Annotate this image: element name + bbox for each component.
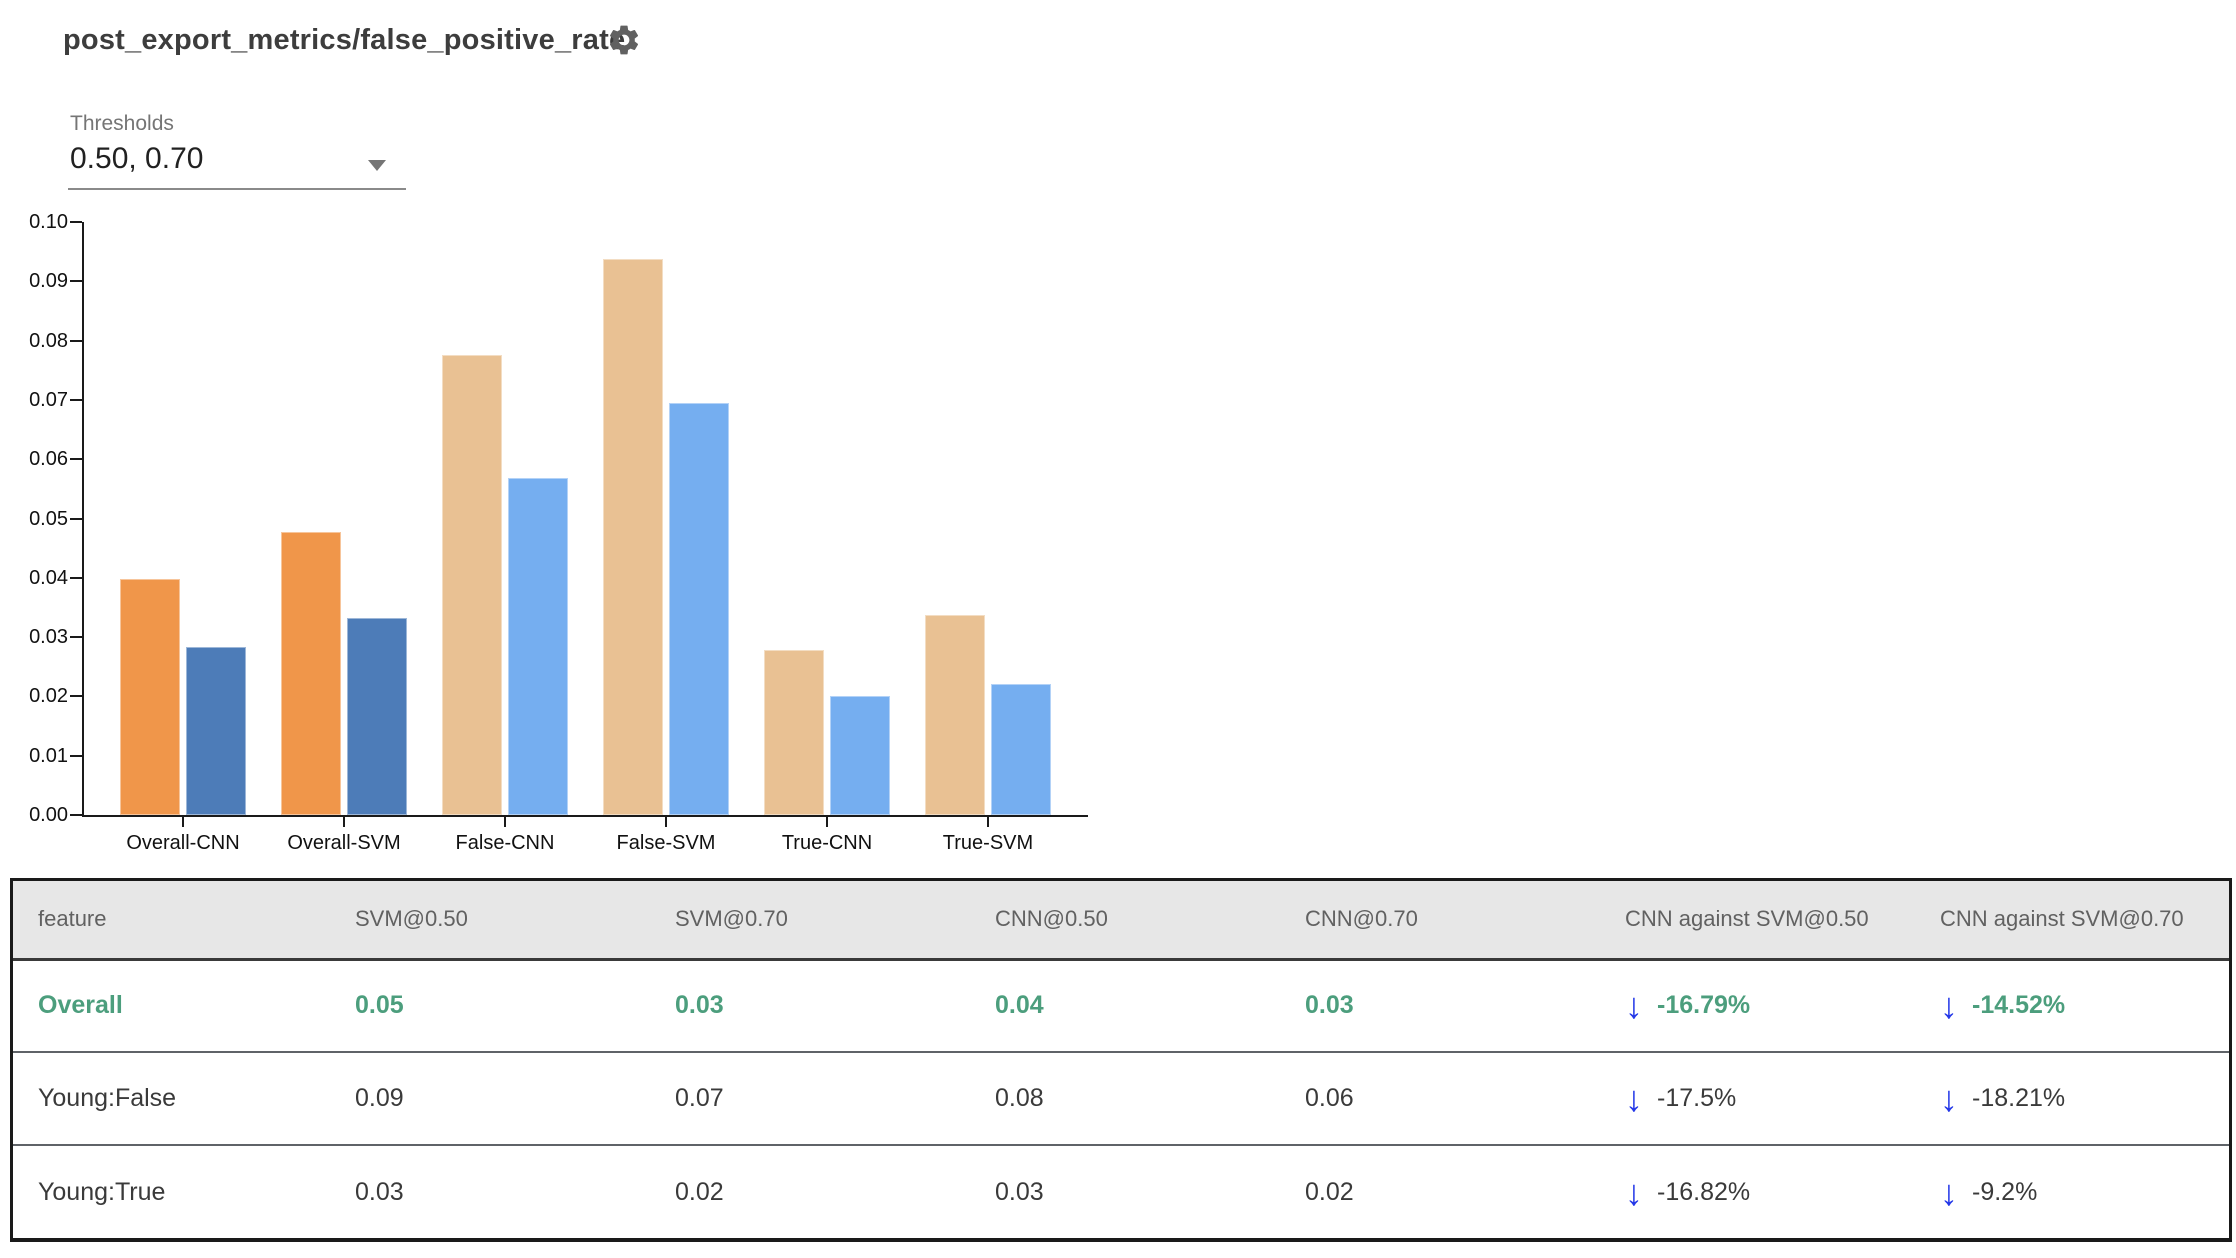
y-axis-tick [70,221,82,223]
metrics-table: feature SVM@0.50 SVM@0.70 CNN@0.50 CNN@0… [10,878,2232,1242]
x-axis-label: Overall-CNN [126,832,240,854]
col-header-cnn-vs-svm-050: CNN against SVM@0.50 [1613,881,1928,961]
y-axis-tick [70,398,82,401]
y-axis-tick [70,517,82,520]
col-header-svm-070: SVM@0.70 [663,881,983,961]
thresholds-select[interactable]: 0.50, 0.70 [68,138,406,190]
bar-false-cnn-threshold-0.70 [508,478,568,815]
y-axis-tick-label: 0.07 [29,388,68,411]
bar-true-cnn-threshold-0.50 [764,650,824,815]
bar-false-cnn-threshold-0.50 [442,355,502,815]
bar-overall-svm-threshold-0.70 [347,618,407,815]
x-axis-tick [504,817,506,827]
value-cell: 0.02 [1305,1177,1354,1206]
x-axis-label: True-CNN [781,832,873,854]
feature-cell: Overall [38,991,123,1020]
y-axis-tick [70,754,82,757]
decrease-arrow-icon: ↓ [1940,1078,1958,1119]
y-axis-tick-label: 0.03 [29,626,68,649]
thresholds-selected-value: 0.50, 0.70 [70,142,204,175]
x-axis-tick [343,817,345,827]
bar-true-svm-threshold-0.50 [925,615,985,815]
delta-cell: ↓ -14.52% [1928,959,2229,1052]
value-cell: 0.05 [355,991,404,1020]
col-header-feature: feature [13,881,343,961]
y-axis-tick-label: 0.08 [29,329,68,352]
delta-value: -16.82% [1657,1177,1751,1206]
bar-false-svm-threshold-0.50 [603,259,663,815]
decrease-arrow-icon: ↓ [1940,1171,1958,1213]
table-row-overall: Overall 0.05 0.03 0.04 0.03 ↓ -16.79% ↓ -1… [13,959,2229,1052]
table-row-young-true: Young:True 0.03 0.02 0.03 0.02 ↓ -16.82% … [13,1145,2229,1238]
y-axis-tick-label: 0.02 [29,685,68,708]
bar-true-cnn-threshold-0.70 [830,696,890,815]
decrease-arrow-icon: ↓ [1940,985,1958,1027]
bar-true-svm-threshold-0.70 [991,684,1051,815]
y-axis-tick [70,339,82,342]
table-row-young-false: Young:False 0.09 0.07 0.08 0.06 ↓ -17.5% … [13,1052,2229,1145]
value-cell: 0.03 [355,1177,404,1206]
delta-value: -17.5% [1657,1084,1737,1112]
y-axis-tick [70,576,82,579]
x-axis-label: False-CNN [455,832,555,854]
x-axis-label: True-SVM [942,832,1034,854]
page-title: post_export_metrics/false_positive_rate [63,24,626,56]
y-axis-tick-label: 0.01 [29,744,68,767]
y-axis-tick [70,280,82,283]
delta-cell: ↓ -9.2% [1928,1145,2229,1238]
value-cell: 0.08 [995,1084,1044,1112]
y-axis-tick [70,636,82,639]
y-axis-tick-label: 0.00 [29,804,68,826]
delta-cell: ↓ -17.5% [1613,1052,1928,1145]
bar-overall-svm-threshold-0.50 [281,532,341,815]
col-header-cnn-vs-svm-070: CNN against SVM@0.70 [1928,881,2229,961]
decrease-arrow-icon: ↓ [1625,1171,1643,1213]
y-axis-tick-label: 0.04 [29,566,68,589]
delta-cell: ↓ -16.79% [1613,959,1928,1052]
dropdown-caret-icon [368,160,386,171]
bar-chart: 0.10 0.09 0.08 0.07 0.06 0.05 0.04 0.03 0.02 0.01… [29,211,1088,854]
x-axis-label: False-SVM [616,832,716,854]
x-axis-tick [665,817,667,827]
y-axis-tick-label: 0.10 [29,211,68,233]
decrease-arrow-icon: ↓ [1625,1078,1643,1119]
x-axis-tick [826,817,828,827]
value-cell: 0.03 [675,991,724,1020]
value-cell: 0.03 [1305,991,1354,1020]
x-axis-tick [182,817,184,827]
settings-gear-icon[interactable] [606,22,642,58]
feature-cell: Young:True [38,1177,166,1206]
thresholds-label: Thresholds [70,112,174,135]
table-header-row: feature SVM@0.50 SVM@0.70 CNN@0.50 CNN@0… [13,881,2229,961]
delta-cell: ↓ -16.82% [1613,1145,1928,1238]
delta-value: -16.79% [1657,991,1751,1020]
x-axis-label: Overall-SVM [287,832,401,854]
feature-cell: Young:False [38,1084,177,1112]
y-axis-tick [70,458,82,461]
col-header-cnn-050: CNN@0.50 [983,881,1293,961]
delta-value: -18.21% [1972,1084,2066,1112]
delta-value: -9.2% [1972,1177,2038,1206]
y-axis-tick [70,814,82,816]
col-header-cnn-070: CNN@0.70 [1293,881,1613,961]
y-axis-tick [70,695,82,698]
y-axis-tick-label: 0.09 [29,270,68,293]
value-cell: 0.06 [1305,1084,1354,1112]
bar-false-svm-threshold-0.70 [669,403,729,815]
bar-overall-cnn-threshold-0.70 [186,647,246,815]
delta-value: -14.52% [1972,991,2066,1020]
delta-cell: ↓ -18.21% [1928,1052,2229,1145]
decrease-arrow-icon: ↓ [1625,985,1643,1027]
value-cell: 0.03 [995,1177,1044,1206]
y-axis-tick-label: 0.06 [29,448,68,471]
y-axis-tick-label: 0.05 [29,507,68,530]
value-cell: 0.04 [995,991,1044,1020]
bar-overall-cnn-threshold-0.50 [120,579,180,815]
col-header-svm-050: SVM@0.50 [343,881,663,961]
x-axis-tick [987,817,989,827]
value-cell: 0.09 [355,1084,404,1112]
value-cell: 0.07 [675,1084,724,1112]
value-cell: 0.02 [675,1177,724,1206]
